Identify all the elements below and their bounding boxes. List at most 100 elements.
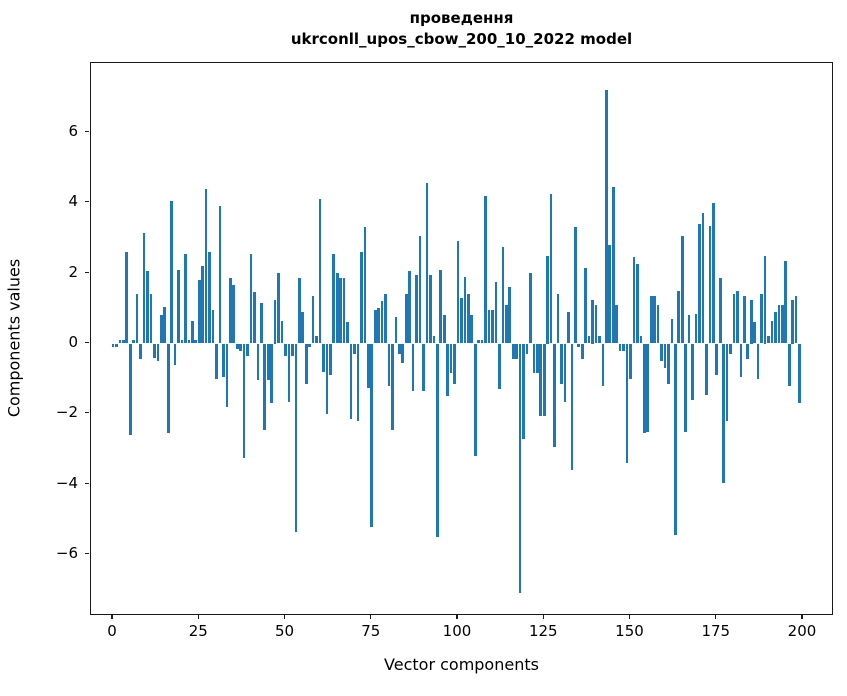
bar — [515, 343, 518, 360]
bar — [687, 315, 691, 344]
bar — [705, 343, 708, 395]
bar — [232, 285, 236, 344]
bar — [525, 343, 529, 355]
chart-title-line2: ukrconll_upos_cbow_200_10_2022 model — [290, 30, 633, 48]
bar — [622, 343, 625, 351]
bar — [398, 343, 401, 355]
bar — [211, 310, 215, 344]
y-tick-mark — [85, 341, 89, 344]
y-tick-label: 2 — [68, 262, 78, 281]
bar — [484, 195, 487, 344]
bar — [642, 343, 646, 434]
bar — [332, 253, 336, 344]
bar — [163, 306, 167, 344]
bar — [743, 295, 746, 344]
bar — [694, 313, 698, 344]
bar — [446, 343, 449, 397]
bar — [556, 294, 560, 344]
x-tick-label: 175 — [701, 622, 731, 640]
bar — [201, 266, 205, 344]
bar — [667, 343, 670, 384]
bar — [356, 343, 360, 421]
bar — [132, 339, 136, 344]
x-tick-mark — [283, 615, 286, 619]
bar — [798, 343, 801, 404]
bar — [549, 193, 553, 344]
x-tick-label: 125 — [528, 622, 558, 640]
bar — [391, 343, 394, 430]
x-tick-label: 100 — [442, 622, 472, 640]
bar — [377, 308, 380, 344]
bar — [567, 311, 570, 344]
bar — [546, 255, 550, 344]
bar — [435, 343, 439, 538]
bar — [763, 255, 767, 344]
bar — [553, 343, 556, 448]
bar — [411, 343, 415, 392]
y-tick-label: −2 — [55, 403, 78, 422]
bar — [218, 206, 222, 344]
x-tick-mark — [370, 615, 372, 619]
bar — [187, 339, 191, 344]
bar — [177, 269, 180, 344]
bar — [722, 343, 725, 483]
bar — [463, 276, 467, 344]
bar — [191, 320, 194, 344]
bar — [353, 343, 356, 355]
bar — [122, 339, 125, 344]
y-tick-mark — [85, 201, 89, 203]
bar — [277, 273, 280, 344]
bar — [774, 311, 777, 344]
bar — [425, 183, 429, 344]
chart-title: проведення ukrconll_upos_cbow_200_10_202… — [90, 8, 833, 50]
bar — [636, 264, 639, 344]
bar — [135, 294, 139, 344]
bar — [787, 343, 791, 386]
y-tick-mark — [85, 412, 89, 414]
bar — [273, 299, 277, 344]
y-tick-label: −4 — [55, 473, 78, 492]
x-tick-label: 25 — [188, 622, 208, 640]
bar — [287, 343, 291, 402]
y-axis-label: Components values — [4, 258, 24, 418]
bar — [698, 223, 701, 344]
bar — [311, 295, 315, 344]
bar — [346, 322, 349, 344]
bar — [708, 225, 712, 344]
bar — [760, 294, 763, 344]
bar — [166, 343, 170, 434]
bar — [142, 232, 146, 344]
bar — [532, 343, 536, 374]
bar — [235, 343, 239, 349]
bar — [563, 343, 567, 402]
y-tick-label: 4 — [68, 192, 78, 211]
bar — [180, 339, 184, 344]
x-tick-mark — [542, 615, 544, 619]
chart-title-line1: проведення — [409, 9, 514, 27]
bar — [159, 315, 163, 344]
bar — [460, 297, 463, 344]
bar — [570, 343, 574, 471]
x-tick-label: 0 — [107, 622, 117, 640]
bar — [739, 343, 743, 377]
bar — [156, 343, 160, 362]
bar-series — [91, 63, 832, 614]
bar — [380, 301, 384, 344]
bar — [608, 244, 612, 344]
bar — [453, 343, 456, 384]
bar — [260, 303, 263, 344]
bar — [422, 343, 425, 392]
x-tick-mark — [111, 615, 113, 619]
bar — [487, 310, 491, 344]
y-tick-label: −6 — [55, 544, 78, 563]
bar — [404, 294, 408, 344]
bar — [225, 343, 229, 407]
bar — [577, 343, 581, 348]
bar — [249, 253, 253, 344]
bar — [777, 304, 781, 344]
bar — [618, 343, 622, 351]
bar — [480, 339, 484, 344]
bar — [732, 294, 736, 344]
bar — [228, 278, 232, 344]
